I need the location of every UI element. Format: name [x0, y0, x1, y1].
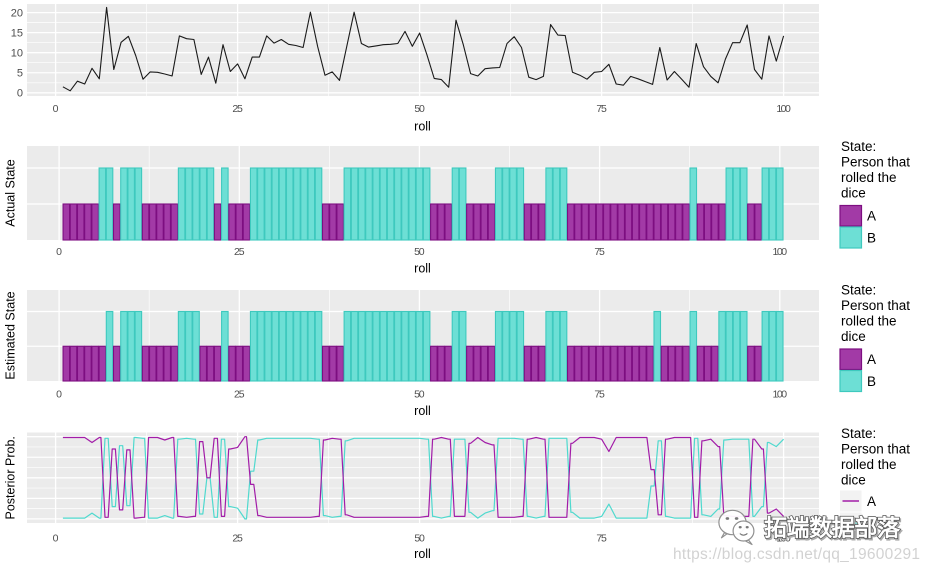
svg-text:50: 50 — [414, 246, 425, 258]
svg-text:Person that: Person that — [841, 298, 910, 313]
svg-text:rolled the: rolled the — [841, 314, 897, 329]
svg-text:A: A — [867, 494, 876, 509]
svg-text:10: 10 — [11, 47, 23, 59]
svg-text:25: 25 — [234, 389, 245, 401]
svg-text:State:: State: — [841, 426, 876, 441]
svg-text:Estimated State: Estimated State — [4, 291, 18, 379]
svg-text:0: 0 — [53, 533, 59, 545]
svg-text:50: 50 — [414, 103, 425, 115]
svg-text:50: 50 — [414, 389, 425, 401]
svg-text:B: B — [867, 231, 876, 246]
svg-text:A: A — [867, 209, 876, 224]
svg-text:B: B — [867, 374, 876, 389]
svg-text:拓端数据部落: 拓端数据部落 — [764, 515, 901, 541]
svg-text:20: 20 — [11, 7, 23, 19]
svg-text:15: 15 — [11, 27, 23, 39]
svg-text:roll: roll — [414, 404, 431, 418]
svg-text:25: 25 — [234, 246, 245, 258]
svg-text:rolled the: rolled the — [841, 457, 897, 472]
svg-text:B: B — [867, 516, 876, 531]
svg-text:Person that: Person that — [841, 155, 910, 170]
svg-text:100: 100 — [776, 533, 791, 545]
svg-text:25: 25 — [232, 533, 243, 545]
svg-text:A: A — [867, 352, 876, 367]
svg-text:75: 75 — [596, 103, 607, 115]
svg-text:Person that: Person that — [841, 442, 910, 457]
svg-text:0: 0 — [56, 389, 62, 401]
svg-text:100: 100 — [776, 103, 791, 115]
svg-text:75: 75 — [596, 533, 607, 545]
svg-text:Posterior Prob.: Posterior Prob. — [4, 436, 18, 519]
svg-text:75: 75 — [594, 246, 605, 258]
svg-text:0: 0 — [53, 103, 59, 115]
svg-text:https://blog.csdn.net/qq_19600: https://blog.csdn.net/qq_19600291 — [673, 546, 920, 563]
svg-text:roll: roll — [414, 120, 431, 134]
svg-text:0: 0 — [17, 88, 23, 100]
svg-text:roll: roll — [414, 262, 431, 276]
svg-text:100: 100 — [773, 246, 788, 258]
svg-text:State:: State: — [841, 283, 876, 298]
svg-text:0: 0 — [56, 246, 62, 258]
svg-text:rolled the: rolled the — [841, 170, 897, 185]
svg-text:拓端数据部落: 拓端数据部落 — [765, 516, 902, 542]
svg-text:State:: State: — [841, 139, 876, 154]
svg-text:25: 25 — [232, 103, 243, 115]
svg-text:5: 5 — [17, 68, 23, 80]
svg-text:100: 100 — [773, 389, 788, 401]
svg-text:dice: dice — [841, 473, 866, 488]
svg-text:dice: dice — [841, 186, 866, 201]
svg-text:50: 50 — [414, 533, 425, 545]
svg-text:Actual State: Actual State — [4, 159, 18, 226]
svg-text:dice: dice — [841, 329, 866, 344]
svg-text:roll: roll — [414, 547, 431, 561]
svg-text:75: 75 — [594, 389, 605, 401]
